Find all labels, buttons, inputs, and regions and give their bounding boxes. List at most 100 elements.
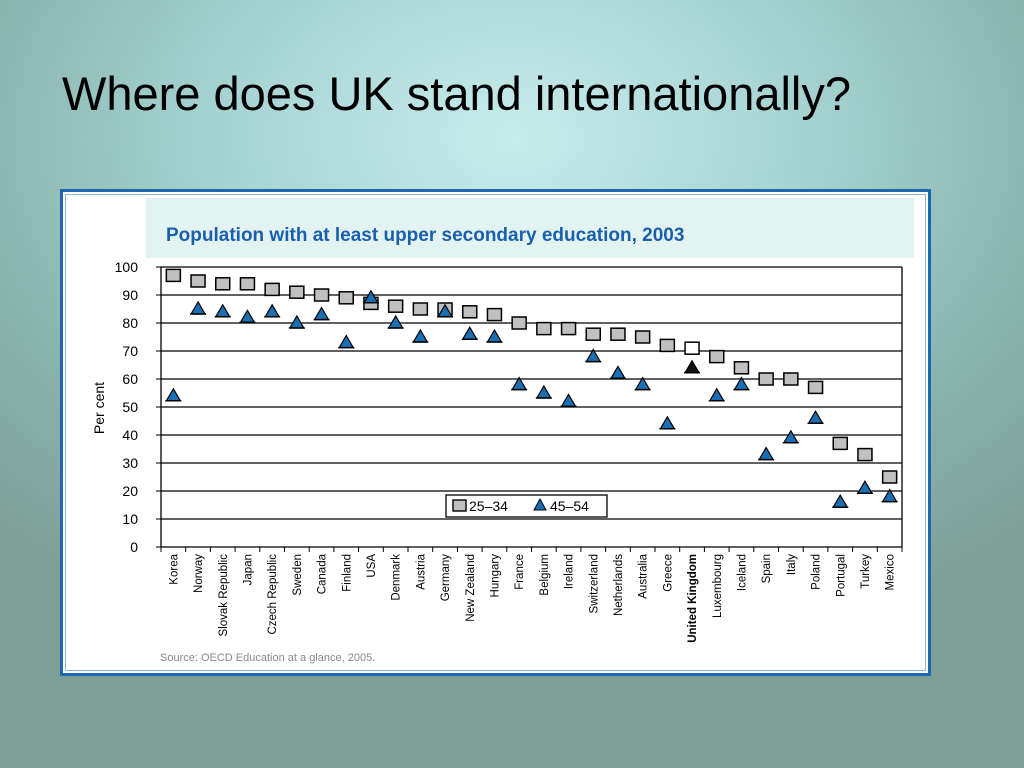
square-marker-25-34 — [338, 291, 354, 305]
x-tick-label: Switzerland — [588, 554, 600, 613]
triangle-marker-45-54 — [486, 328, 503, 343]
x-tick-label: Norway — [193, 554, 205, 593]
slide-title: Where does UK stand internationally? — [62, 67, 851, 120]
x-tick-label: Australia — [638, 553, 650, 598]
y-tick-label: 60 — [122, 371, 138, 387]
legend-triangle-icon — [533, 497, 547, 511]
square-marker-25-34 — [684, 341, 700, 355]
y-tick-label: 0 — [130, 539, 138, 555]
square-marker-25-34 — [659, 338, 676, 353]
x-tick-label: Luxembourg — [712, 554, 724, 618]
triangle-marker-45-54 — [782, 429, 799, 444]
x-tick-label: Belgium — [539, 554, 551, 596]
chart-title: Population with at least upper secondary… — [166, 225, 685, 246]
square-marker-25-34 — [289, 285, 305, 299]
source-note: Source: OECD Education at a glance, 2005… — [160, 652, 376, 664]
square-marker-25-34 — [412, 302, 429, 316]
square-marker-25-34 — [709, 349, 725, 364]
x-tick-label: Japan — [242, 554, 254, 585]
triangle-marker-45-54 — [239, 309, 256, 323]
y-tick-label: 30 — [122, 455, 138, 471]
x-tick-label: Austria — [415, 553, 427, 589]
triangle-marker-45-54 — [609, 365, 626, 379]
y-tick-label: 50 — [122, 399, 138, 415]
triangle-marker-45-54 — [684, 359, 701, 374]
triangle-marker-45-54 — [807, 410, 824, 424]
y-axis-label: Per cent — [91, 382, 107, 434]
triangle-marker-45-54 — [387, 314, 404, 329]
square-marker-25-34 — [486, 307, 503, 322]
x-tick-label: Finland — [341, 554, 353, 592]
square-marker-25-34 — [462, 305, 478, 319]
triangle-marker-45-54 — [708, 387, 725, 402]
triangle-marker-45-54 — [535, 384, 552, 399]
y-tick-label: 70 — [122, 343, 138, 359]
triangle-marker-45-54 — [338, 334, 355, 349]
x-tick-label: Canada — [317, 553, 329, 594]
x-tick-label: Slovak Republic — [218, 554, 230, 637]
square-marker-25-34 — [536, 321, 552, 336]
square-marker-25-34 — [881, 470, 898, 484]
x-tick-label: Netherlands — [613, 554, 625, 616]
square-marker-25-34 — [832, 436, 848, 451]
x-tick-label: USA — [366, 554, 378, 578]
legend-box — [445, 494, 608, 518]
y-tick-label: 40 — [122, 427, 138, 443]
square-marker-25-34 — [560, 321, 577, 336]
x-tick-label: France — [514, 554, 526, 590]
legend-label-45-54: 45–54 — [550, 498, 589, 514]
square-marker-25-34 — [783, 372, 799, 386]
x-tick-label: Portugal — [835, 554, 847, 597]
triangle-marker-45-54 — [758, 446, 775, 461]
x-tick-label: Ireland — [564, 554, 576, 589]
triangle-marker-45-54 — [560, 393, 577, 407]
x-tick-label: United Kingdom — [687, 554, 699, 643]
triangle-marker-45-54 — [832, 494, 849, 508]
square-marker-25-34 — [313, 288, 330, 302]
triangle-marker-45-54 — [412, 328, 429, 343]
square-marker-25-34 — [610, 327, 626, 341]
square-marker-25-34 — [733, 361, 750, 375]
y-tick-label: 80 — [122, 315, 138, 331]
square-marker-25-34 — [758, 372, 774, 386]
x-tick-label: Poland — [811, 554, 823, 590]
triangle-marker-45-54 — [264, 303, 281, 318]
triangle-marker-45-54 — [288, 314, 305, 329]
triangle-marker-45-54 — [214, 303, 231, 318]
x-tick-label: Sweden — [292, 554, 304, 596]
square-marker-25-34 — [190, 274, 206, 288]
x-tick-label: New Zealand — [465, 554, 477, 622]
x-tick-label: Hungary — [489, 554, 501, 598]
square-marker-25-34 — [239, 277, 256, 291]
triangle-marker-45-54 — [190, 300, 207, 315]
legend-square-icon — [452, 499, 467, 512]
x-tick-label: Italy — [786, 554, 798, 575]
x-tick-label: Korea — [168, 553, 180, 584]
square-marker-25-34 — [857, 447, 873, 462]
x-tick-label: Mexico — [885, 554, 897, 590]
y-tick-label: 100 — [115, 259, 139, 275]
legend: 25–34 45–54 — [445, 494, 608, 518]
square-marker-25-34 — [511, 316, 527, 330]
legend-label-25-34: 25–34 — [469, 498, 508, 514]
x-tick-label: Spain — [761, 554, 773, 583]
chart-title-band — [146, 198, 914, 258]
square-marker-25-34 — [264, 282, 280, 297]
square-marker-25-34 — [585, 327, 601, 341]
x-tick-label: Turkey — [860, 554, 872, 589]
chart-frame — [60, 189, 931, 676]
square-marker-25-34 — [807, 380, 824, 395]
square-marker-25-34 — [215, 277, 231, 291]
x-tick-label: Czech Republic — [267, 554, 279, 635]
y-tick-label: 10 — [122, 511, 138, 527]
square-marker-25-34 — [165, 268, 182, 283]
triangle-marker-45-54 — [461, 326, 478, 340]
square-marker-25-34 — [634, 330, 651, 344]
square-marker-25-34 — [387, 299, 404, 313]
triangle-marker-45-54 — [165, 387, 182, 402]
x-tick-label: Denmark — [391, 554, 403, 601]
x-tick-label: Iceland — [736, 554, 748, 591]
x-tick-label: Germany — [440, 554, 452, 602]
triangle-marker-45-54 — [659, 415, 676, 430]
